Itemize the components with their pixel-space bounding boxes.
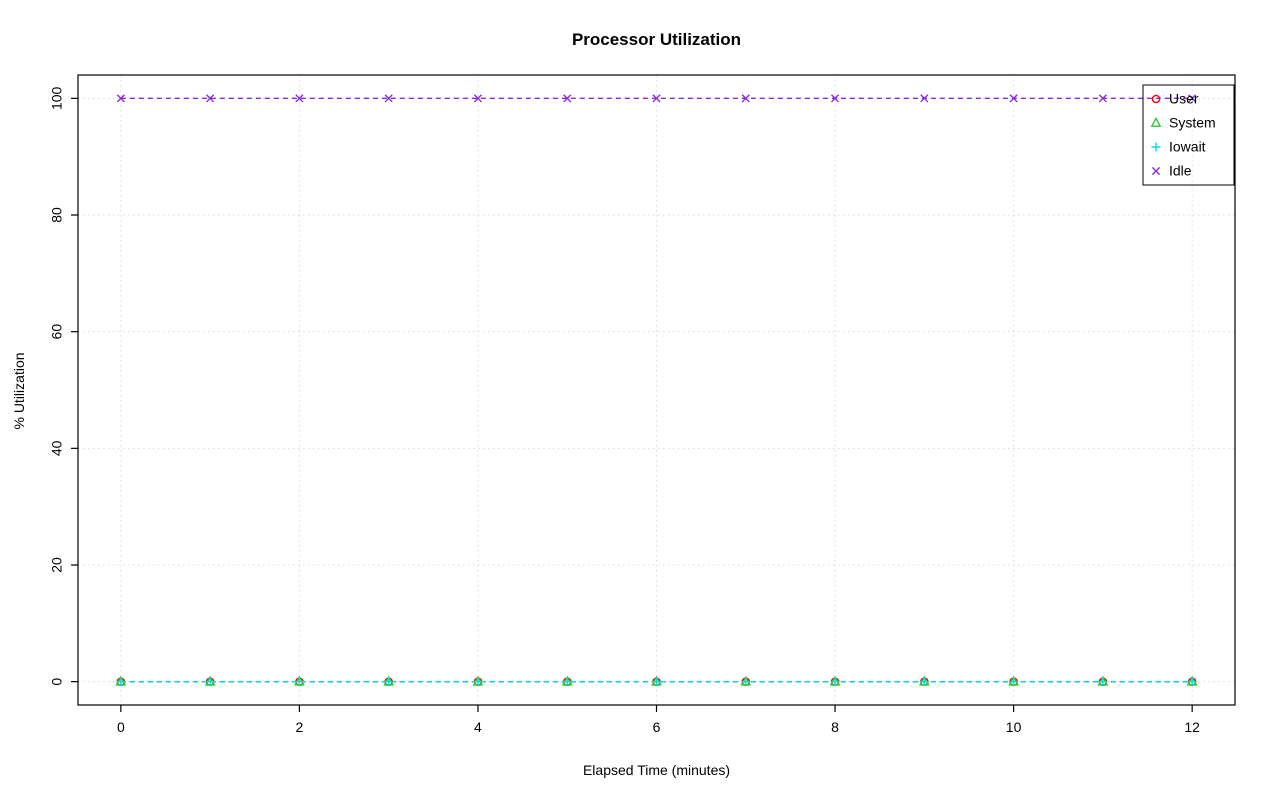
- marker-iowait: [830, 677, 840, 687]
- marker-iowait: [1187, 677, 1197, 687]
- marker-iowait-glyph: [1187, 677, 1197, 687]
- marker-iowait-glyph: [741, 677, 751, 687]
- marker-idle: [563, 94, 572, 103]
- marker-idle-glyph: [384, 94, 393, 103]
- marker-idle: [830, 94, 840, 103]
- marker-idle: [206, 94, 215, 103]
- marker-idle-glyph: [920, 94, 929, 103]
- marker-idle-glyph: [1009, 94, 1018, 103]
- x-tick-label: 0: [117, 719, 125, 735]
- marker-iowait: [116, 677, 126, 687]
- marker-iowait-glyph: [830, 677, 840, 687]
- legend-marker-user-glyph: [1151, 94, 1161, 104]
- marker-iowait: [473, 677, 483, 687]
- marker-iowait: [1098, 677, 1108, 687]
- marker-idle: [652, 94, 661, 103]
- x-axis-label: Elapsed Time (minutes): [582, 762, 731, 778]
- marker-iowait-glyph: [473, 677, 483, 687]
- marker-iowait: [205, 677, 215, 687]
- marker-iowait-glyph: [205, 677, 215, 687]
- marker-iowait-glyph: [116, 677, 126, 687]
- legend-marker-iowait-glyph: [1151, 142, 1161, 152]
- x-tick-label: 6: [653, 719, 661, 735]
- marker-iowait-glyph: [1009, 677, 1019, 687]
- marker-iowait: [1009, 677, 1019, 687]
- legend-label-iowait: Iowait: [1169, 139, 1206, 155]
- marker-iowait-glyph: [652, 677, 661, 687]
- y-tick-label: 80: [49, 207, 65, 223]
- marker-iowait-glyph: [1098, 677, 1108, 687]
- chart-title: Processor Utilization: [571, 30, 742, 49]
- legend-marker-idle: [1151, 166, 1161, 176]
- marker-idle: [1098, 94, 1107, 103]
- x-tick-label: 2: [296, 719, 304, 735]
- marker-idle: [473, 94, 483, 103]
- marker-iowait: [652, 677, 661, 687]
- y-tick-label: 100: [49, 86, 65, 110]
- y-tick-label: 40: [49, 440, 65, 456]
- marker-iowait: [294, 677, 304, 687]
- marker-iowait: [741, 677, 751, 687]
- y-tick-label: 20: [49, 557, 65, 573]
- legend-marker-user: [1151, 94, 1161, 104]
- marker-idle-glyph: [1188, 94, 1197, 103]
- marker-iowait-glyph: [384, 677, 394, 687]
- marker-idle-glyph: [295, 94, 304, 103]
- legend-marker-iowait: [1151, 142, 1161, 152]
- marker-idle: [384, 94, 393, 103]
- marker-idle-glyph: [652, 94, 661, 103]
- marker-iowait: [384, 677, 394, 687]
- marker-idle: [1009, 94, 1018, 103]
- marker-idle: [741, 94, 750, 103]
- y-tick-label: 0: [49, 678, 65, 686]
- y-axis-label: % Utilization: [11, 352, 27, 430]
- x-tick-label: 4: [474, 719, 482, 735]
- marker-idle-glyph: [206, 94, 215, 103]
- marker-iowait: [562, 677, 572, 687]
- legend-border: [1142, 84, 1235, 186]
- marker-idle-glyph: [473, 94, 483, 103]
- marker-idle-glyph: [830, 94, 840, 103]
- marker-idle: [116, 94, 125, 103]
- legend-marker-system: [1150, 116, 1162, 127]
- x-tick-label: 8: [831, 719, 839, 735]
- x-tick-label: 12: [1184, 719, 1200, 735]
- marker-idle-glyph: [116, 94, 125, 103]
- legend-label-user: User: [1169, 91, 1199, 107]
- marker-idle: [1188, 94, 1197, 103]
- marker-iowait-glyph: [294, 677, 304, 687]
- legend-label-system: System: [1169, 115, 1216, 131]
- legend-label-idle: Idle: [1169, 163, 1192, 179]
- y-tick-label: 60: [49, 324, 65, 340]
- marker-iowait: [919, 677, 929, 687]
- marker-idle: [920, 94, 929, 103]
- x-tick-label: 10: [1006, 719, 1022, 735]
- marker-iowait-glyph: [562, 677, 572, 687]
- marker-idle: [295, 94, 304, 103]
- legend-marker-system-glyph: [1150, 116, 1162, 127]
- legend: User System Iowait Idle: [1142, 84, 1235, 186]
- legend-marker-idle-glyph: [1151, 166, 1161, 176]
- marker-iowait-glyph: [919, 677, 929, 687]
- marker-idle-glyph: [741, 94, 750, 103]
- marker-idle-glyph: [1098, 94, 1107, 103]
- marker-idle-glyph: [563, 94, 572, 103]
